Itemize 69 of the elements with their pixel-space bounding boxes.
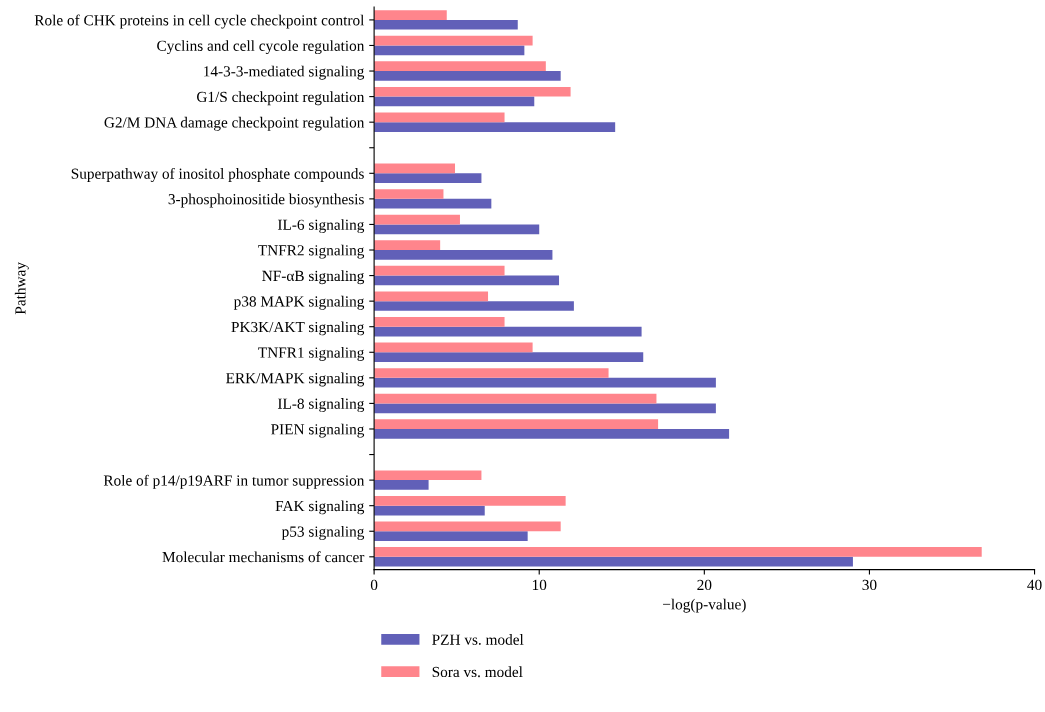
y-tick-label: Cyclins and cell cycole regulation — [157, 40, 365, 55]
legend-label: PZH vs. model — [432, 634, 524, 645]
y-axis-title: Pathway — [14, 262, 29, 315]
y-tick-label: p53 signaling — [281, 525, 365, 540]
bar — [374, 275, 560, 286]
bar — [374, 403, 716, 414]
x-tick-label: 0 — [370, 579, 378, 591]
bar — [374, 45, 525, 56]
bar — [374, 122, 616, 132]
bar — [374, 19, 518, 30]
y-tick-label: 3-phosphoinositide biosynthesis — [168, 193, 364, 208]
bar — [374, 86, 571, 97]
bar — [374, 250, 553, 260]
x-tick-label: 40 — [1027, 579, 1042, 591]
y-tick-label: IL-6 signaling — [277, 219, 365, 234]
bar — [374, 240, 441, 251]
bar — [374, 368, 609, 378]
bar — [374, 352, 644, 362]
bar — [374, 291, 489, 302]
bar — [374, 265, 505, 276]
bar — [374, 419, 659, 429]
y-tick-label: FAK signaling — [275, 500, 365, 515]
bar — [374, 71, 561, 81]
y-tick-label: Role of p14/p19ARF in tumor suppression — [103, 474, 365, 489]
bar — [374, 428, 730, 439]
x-tick-label: 30 — [862, 579, 877, 591]
x-axis-title: −log(p-value) — [663, 598, 746, 613]
bar — [374, 521, 561, 532]
bar — [374, 96, 535, 107]
bar — [374, 556, 853, 567]
bar — [374, 214, 460, 225]
bar — [374, 470, 482, 481]
y-tick-label: Superpathway of inositol phosphate compounds — [71, 167, 364, 182]
x-tick-label: 10 — [532, 579, 547, 591]
y-tick-label: Role of CHK proteins in cell cycle checkpoint control — [34, 14, 365, 29]
bar — [374, 393, 657, 404]
y-tick-label: PK3K/AKT signaling — [231, 321, 365, 336]
bar — [374, 35, 533, 46]
x-tick-label: 20 — [697, 579, 712, 591]
bar — [374, 173, 482, 184]
y-tick-label: G1/S checkpoint regulation — [197, 91, 365, 106]
y-tick-label: TNFR1 signaling — [258, 346, 365, 361]
bar — [374, 224, 540, 235]
bar — [374, 301, 574, 311]
bar — [374, 10, 447, 20]
bar — [374, 189, 444, 199]
bar — [374, 531, 528, 541]
y-tick-label: IL-8 signaling — [277, 398, 365, 413]
bar — [374, 112, 505, 123]
bar — [374, 163, 456, 174]
bar — [374, 198, 492, 209]
y-tick-label: 14-3-3-mediated signaling — [204, 65, 365, 80]
y-tick-label: ERK/MAPK signaling — [226, 372, 365, 387]
legend-label: Sora vs. model — [432, 666, 523, 678]
bar — [374, 61, 546, 72]
bar — [374, 505, 485, 516]
y-tick-label: G2/M DNA damage checkpoint regulation — [104, 116, 365, 131]
bar — [374, 342, 533, 353]
bar — [374, 495, 566, 506]
y-tick-label: NF-αB signaling — [262, 270, 365, 285]
bar — [374, 547, 982, 557]
y-tick-label: TNFR2 signaling — [258, 244, 365, 259]
y-tick-label: Molecular mechanisms of cancer — [162, 551, 365, 563]
y-tick-label: PIEN signaling — [271, 423, 365, 438]
y-tick-label: p38 MAPK signaling — [233, 295, 365, 310]
bar — [374, 480, 429, 490]
bar — [374, 326, 642, 337]
bar — [374, 377, 716, 388]
bar — [374, 317, 505, 327]
